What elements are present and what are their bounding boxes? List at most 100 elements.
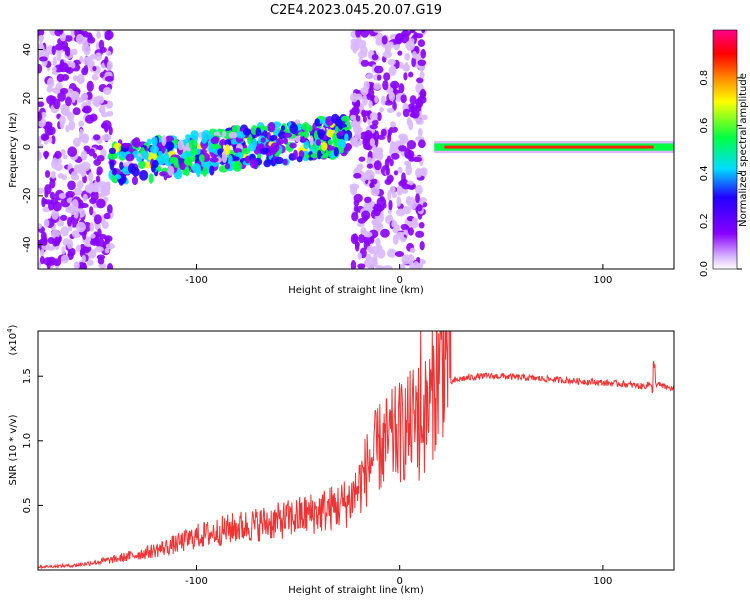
spectrogram-cell	[101, 133, 112, 141]
colorbar-frame	[712, 29, 738, 270]
spectrogram-cell	[43, 257, 53, 266]
spectrogram-cell	[96, 155, 105, 162]
spectrogram-cell	[75, 33, 84, 45]
spectrogram-cell	[260, 137, 266, 143]
spectrogram-cell	[106, 60, 113, 71]
spectrogram-cell	[80, 167, 87, 177]
spectrogram-cell	[51, 209, 59, 220]
spectrogram-cell	[163, 152, 170, 164]
spectrogram-cell	[389, 158, 394, 167]
spectrogram-cell	[336, 139, 346, 148]
spectrogram-cell	[416, 77, 424, 84]
spectrogram-cell	[46, 85, 53, 93]
spectrogram-cell	[70, 61, 76, 69]
spectrogram-cell	[380, 95, 386, 106]
spectrogram-cell	[349, 183, 360, 190]
colorbar-label: Normalized spectral amplitude	[738, 73, 749, 227]
spectrogram-cell	[53, 236, 61, 247]
spectrogram-cell	[93, 214, 102, 225]
spectrogram-y-tick-label: -40	[22, 236, 33, 252]
snr-x-axis-label: Height of straight line (km)	[288, 585, 424, 596]
spectrogram-cell	[114, 174, 122, 180]
spectrogram-cell	[38, 111, 43, 122]
spectrogram-cell	[167, 165, 175, 176]
spectrogram-cell	[198, 154, 205, 163]
spectrogram-cell	[96, 198, 106, 209]
spectrogram-cell	[118, 151, 127, 159]
spectrogram-cell	[151, 136, 158, 147]
spectrogram-cell	[320, 142, 328, 151]
spectrogram-cell	[374, 95, 379, 104]
spectrogram-cell	[52, 66, 57, 73]
spectrogram-cell	[38, 261, 42, 269]
spectrogram-cell	[392, 82, 397, 94]
spectrogram-cell	[404, 53, 411, 61]
spectrogram-cell	[402, 108, 410, 118]
spectrogram-cell	[105, 50, 112, 57]
spectrogram-cell	[400, 223, 409, 231]
spectrogram-cell	[361, 210, 371, 221]
spectrogram-cell	[397, 166, 403, 174]
snr-series-line	[38, 331, 674, 570]
spectrogram-cell	[344, 133, 349, 142]
spectrogram-cell	[193, 154, 201, 162]
spectrogram-cell	[60, 226, 69, 237]
spectrogram-cell	[382, 79, 389, 91]
spectrogram-cell	[44, 121, 53, 129]
spectrogram-cell	[40, 111, 47, 119]
spectrogram-cell	[314, 118, 320, 126]
spectrogram-cell	[397, 50, 403, 56]
spectrogram-cell	[406, 139, 417, 150]
spectrogram-cell	[370, 186, 380, 197]
spectrogram-cell	[102, 87, 112, 95]
spectrogram-cell	[242, 128, 251, 136]
spectrogram-cell	[340, 115, 351, 122]
spectrogram-cell	[51, 135, 56, 145]
spectrogram-cell	[263, 159, 272, 168]
spectrogram-cell	[382, 265, 393, 269]
spectrogram-cell	[355, 99, 361, 108]
spectrogram-cell	[293, 149, 298, 160]
spectrogram-cell	[224, 144, 231, 156]
spectrogram-cell	[138, 169, 149, 181]
spectrogram-cell	[411, 50, 417, 59]
spectrogram-cell	[349, 92, 359, 103]
spectrogram-cell	[38, 223, 43, 230]
spectrogram-cell	[56, 50, 62, 62]
spectrogram-cell	[382, 202, 387, 209]
spectrogram-cell	[310, 153, 319, 159]
spectrogram-cell	[87, 100, 92, 107]
spectrogram-cell	[316, 129, 326, 137]
spectrogram-cell	[228, 131, 238, 139]
spectrogram-cell	[184, 156, 192, 166]
spectrogram-cell	[357, 263, 366, 269]
spectrogram-cell	[86, 80, 94, 92]
spectrogram-cell	[42, 134, 50, 141]
spectrogram-cell	[106, 204, 113, 214]
spectrogram-cell	[316, 149, 322, 160]
spectrogram-cell	[411, 56, 416, 68]
spectrogram-cell	[141, 150, 149, 160]
snr-y-tick-label: 1.5	[22, 368, 33, 384]
spectrogram-cell	[267, 121, 276, 133]
spectrogram-cell	[326, 129, 335, 138]
spectrogram-cell	[371, 219, 377, 226]
spectrogram-cell	[419, 241, 425, 251]
spectrogram-cell	[190, 130, 199, 140]
spectrogram-cell	[395, 208, 406, 217]
spectrogram-marks	[38, 30, 674, 269]
spectrogram-cell	[289, 142, 297, 149]
spectrogram-cell	[78, 134, 88, 143]
spectrogram-cell	[276, 137, 285, 145]
spectrogram-cell	[103, 212, 111, 220]
spectrogram-cell	[52, 56, 57, 67]
spectrogram-cell	[64, 35, 73, 42]
spectrogram-cell	[81, 262, 87, 269]
spectrogram-y-tick-label: -20	[22, 188, 33, 204]
spectrogram-cell	[384, 44, 392, 53]
spectrogram-cell	[315, 139, 321, 146]
spectrogram-cell	[366, 163, 373, 169]
snr-x-tick-label: -100	[185, 576, 208, 587]
spectrogram-cell	[358, 156, 366, 162]
spectrogram-cell	[64, 46, 70, 56]
